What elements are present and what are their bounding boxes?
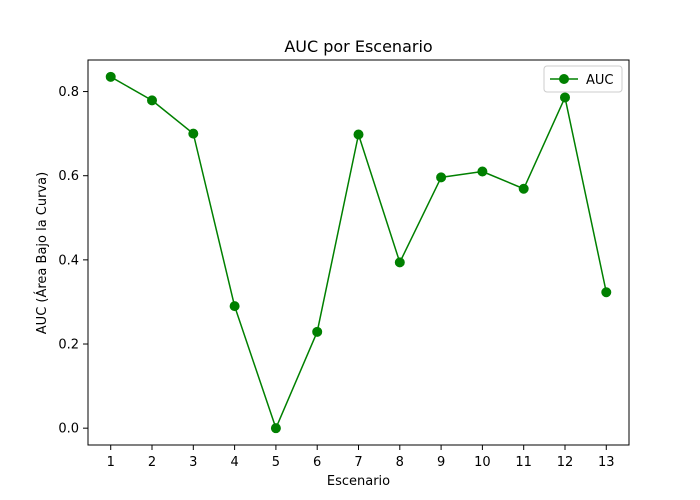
x-tick-label: 13 [598,455,615,470]
x-tick-label: 2 [148,455,156,470]
data-point [105,71,116,82]
legend: AUC [543,65,623,93]
x-axis-label: Escenario [327,474,390,489]
x-axis: 1 2 3 4 5 6 7 8 9 10 11 12 13 [107,445,615,470]
plot-frame [87,59,630,446]
legend-marker [559,74,569,84]
data-point [147,95,158,106]
chart-title: AUC por Escenario [284,37,432,56]
y-axis: 0.0 0.2 0.4 0.6 0.8 [58,85,88,437]
plot-area [87,59,630,446]
x-tick-label: 7 [354,455,362,470]
data-point [229,301,240,312]
y-tick-label: 0.6 [58,169,79,184]
x-tick-label: 8 [396,455,404,470]
data-point [559,92,570,103]
data-point [270,423,281,434]
data-point [518,183,529,194]
y-tick-label: 0.8 [58,85,79,100]
x-tick-label: 9 [437,455,445,470]
data-point [601,287,612,298]
series-layer [105,71,612,434]
data-point [436,172,447,183]
data-point [312,326,323,337]
data-point [188,128,199,139]
x-tick-label: 11 [515,455,532,470]
data-point [353,129,364,140]
x-tick-label: 5 [272,455,280,470]
x-tick-label: 3 [189,455,197,470]
x-tick-label: 6 [313,455,321,470]
y-tick-label: 0.0 [58,422,79,437]
x-tick-label: 4 [230,455,238,470]
x-tick-label: 12 [557,455,574,470]
legend-label: AUC [586,73,614,88]
data-point [477,166,488,177]
y-axis-label: AUC (Área Bajo la Curva) [34,172,50,334]
x-tick-label: 1 [107,455,115,470]
legend-box [543,65,623,93]
data-point [394,257,405,268]
y-tick-label: 0.2 [58,338,79,353]
x-tick-label: 10 [474,455,491,470]
y-tick-label: 0.4 [58,253,79,268]
